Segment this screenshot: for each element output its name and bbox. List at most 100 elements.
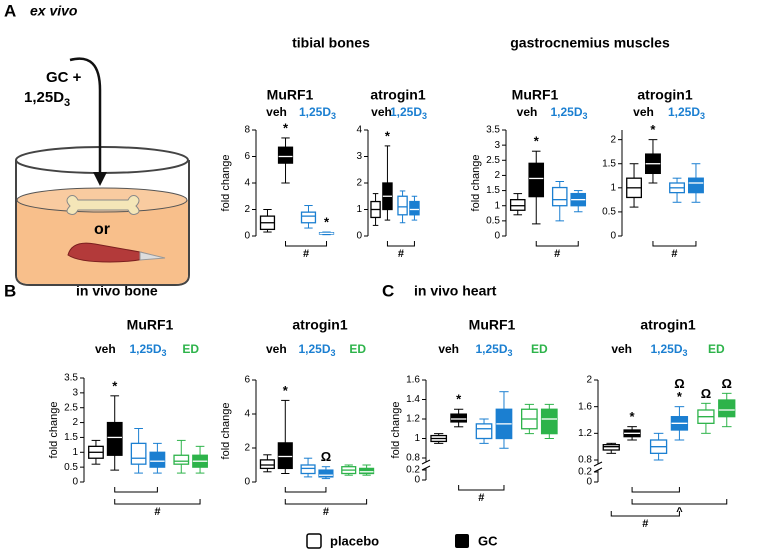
y-tick-label: 0 (244, 477, 250, 488)
box (450, 413, 467, 423)
y-tick-label: 1.4 (406, 394, 420, 405)
y-tick-label: 1 (610, 182, 616, 193)
legend-swatch (306, 533, 322, 549)
y-tick-label: 1.5 (602, 158, 616, 169)
chart-title: atrogin1 (292, 317, 347, 333)
bracket (458, 485, 505, 491)
y-tick-label: 0 (244, 231, 250, 242)
bracket (114, 499, 201, 505)
panel-title: in vivo bone (76, 283, 158, 299)
y-axis-label: fold change (390, 402, 402, 459)
y-tick-label: 0 (356, 231, 362, 242)
box (551, 186, 568, 207)
group-label: veh (517, 105, 538, 119)
chart-title: atrogin1 (640, 317, 695, 333)
group-label: veh (266, 342, 287, 356)
y-tick-label: 2 (72, 417, 78, 428)
bracket (610, 511, 680, 517)
y-axis-label: fold change (470, 155, 482, 212)
y-tick-label: 6 (244, 375, 250, 386)
y-tick-label: 1.6 (406, 375, 420, 386)
bracket-label: # (478, 492, 484, 504)
panel-label: B (4, 281, 16, 300)
bracket-label: # (303, 248, 309, 260)
significance-label: * (385, 128, 391, 143)
bracket (652, 241, 697, 247)
legend-label: placebo (330, 533, 379, 548)
bracket (631, 499, 728, 505)
y-tick-label: 0.5 (486, 215, 500, 226)
bracket-label: # (154, 506, 160, 518)
box (149, 451, 166, 468)
bracket (285, 241, 328, 247)
y-tick-label: 1 (414, 433, 420, 444)
group-label: 1,25D3 (390, 105, 427, 121)
group-label: veh (95, 342, 116, 356)
y-tick-label: 3.5 (486, 125, 500, 136)
y-axis-label: fold change (220, 155, 232, 212)
y-tick-label: 3 (356, 151, 362, 162)
significance-label: * (283, 120, 289, 135)
significance-label: * (283, 383, 289, 398)
box (318, 469, 334, 478)
box (277, 146, 294, 164)
significance-label: Ω (321, 449, 331, 464)
group-label: 1,25D3 (475, 342, 512, 358)
significance-label: * (456, 392, 462, 407)
box (300, 464, 316, 475)
y-tick-label: 3.5 (64, 373, 78, 384)
bracket-label: # (671, 248, 677, 260)
bracket-label: # (554, 248, 560, 260)
panel-title: in vivo heart (414, 283, 497, 299)
legend-swatch (455, 534, 469, 548)
group-label: veh (438, 342, 459, 356)
y-tick-label: 2 (494, 170, 500, 181)
significance-label: * (324, 214, 330, 229)
y-tick-label: 0.8 (578, 455, 592, 466)
group-label: veh (266, 105, 287, 119)
y-axis-label: fold change (220, 403, 232, 460)
y-tick-label: 3 (494, 140, 500, 151)
y-tick-label: 0.5 (64, 462, 78, 473)
box (397, 195, 408, 216)
significance-label: Ω (722, 376, 732, 391)
y-tick-label: 4 (244, 178, 250, 189)
y-tick-label: 2 (586, 375, 592, 386)
bracket (535, 241, 579, 247)
y-axis-label: fold change (48, 402, 60, 459)
y-tick-label: 1.2 (578, 428, 592, 439)
chart-title: atrogin1 (370, 87, 425, 103)
axis-break (593, 461, 603, 473)
bracket-label: # (323, 506, 329, 518)
group-label: 1,25D3 (298, 342, 335, 358)
y-tick-label: 3 (72, 387, 78, 398)
section-title: tibial bones (292, 35, 370, 51)
group-label: ED (182, 342, 199, 356)
box (277, 442, 293, 470)
bracket (386, 241, 415, 247)
significance-label: Ω (701, 386, 711, 401)
significance-label: Ω (674, 376, 684, 391)
diagram-label: GC + (46, 69, 82, 86)
y-tick-label: 6 (244, 151, 250, 162)
box (259, 459, 275, 470)
chart-title: atrogin1 (637, 87, 692, 103)
bracket (284, 499, 368, 505)
box (509, 199, 526, 211)
y-tick-label: 1 (72, 447, 78, 458)
box (528, 162, 545, 198)
chart-title: MuRF1 (469, 317, 516, 333)
significance-label: * (630, 409, 636, 424)
y-tick-label: 8 (244, 125, 250, 136)
box (106, 421, 123, 456)
significance-label: * (534, 134, 540, 149)
panel-label: A (4, 1, 16, 20)
group-label: veh (633, 105, 654, 119)
y-tick-label: 0 (72, 477, 78, 488)
box (475, 423, 493, 440)
y-tick-label: 0 (610, 231, 616, 242)
box (718, 399, 736, 418)
diagram-label: 1,25D3 (24, 89, 70, 109)
bracket-label: # (642, 518, 648, 530)
